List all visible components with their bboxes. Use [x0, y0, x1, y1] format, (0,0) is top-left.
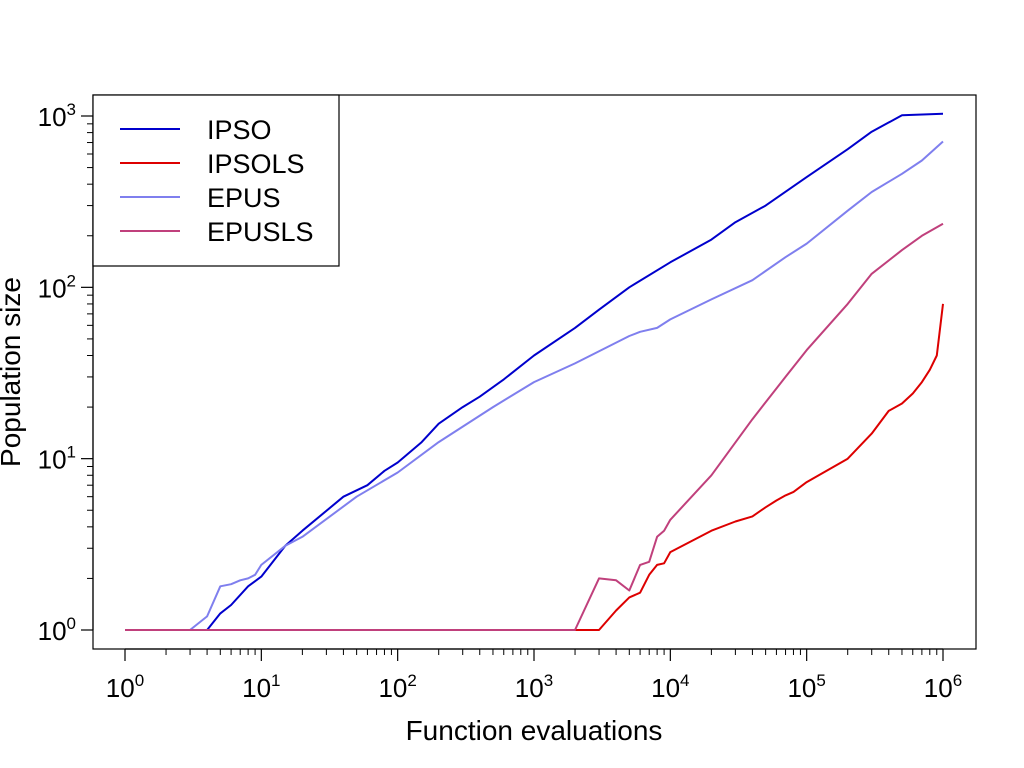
- x-axis: 100 101 102 103 104 105 106: [106, 648, 962, 703]
- series-line-ipso: [125, 112, 944, 631]
- y-axis: 100 101 102 103: [38, 100, 94, 646]
- x-tick-label: 104: [651, 671, 689, 703]
- series-layer: [125, 112, 944, 631]
- legend-label-ipso: IPSO: [207, 115, 272, 145]
- y-tick-label: 102: [38, 271, 76, 303]
- x-tick-label: 105: [787, 671, 825, 703]
- series-line-epusls: [125, 222, 944, 631]
- y-tick-label: 100: [38, 614, 76, 646]
- y-tick-label: 103: [38, 100, 76, 132]
- y-tick-label: 101: [38, 443, 76, 475]
- y-axis-title: Population size: [0, 277, 26, 467]
- legend-box: [92, 94, 340, 267]
- x-tick-label: 101: [242, 671, 280, 703]
- legend-label-ipsols: IPSOLS: [207, 149, 305, 179]
- x-tick-label: 103: [515, 671, 553, 703]
- legend: IPSO IPSOLS EPUS EPUSLS: [92, 94, 340, 267]
- legend-label-epus: EPUS: [207, 183, 281, 213]
- x-tick-label: 102: [378, 671, 416, 703]
- x-axis-title: Function evaluations: [406, 715, 663, 746]
- x-tick-label: 100: [106, 671, 144, 703]
- series-line-ipsols: [125, 303, 944, 631]
- legend-label-epusls: EPUSLS: [207, 217, 314, 247]
- x-tick-label: 106: [924, 671, 962, 703]
- series-line-epus: [125, 140, 944, 631]
